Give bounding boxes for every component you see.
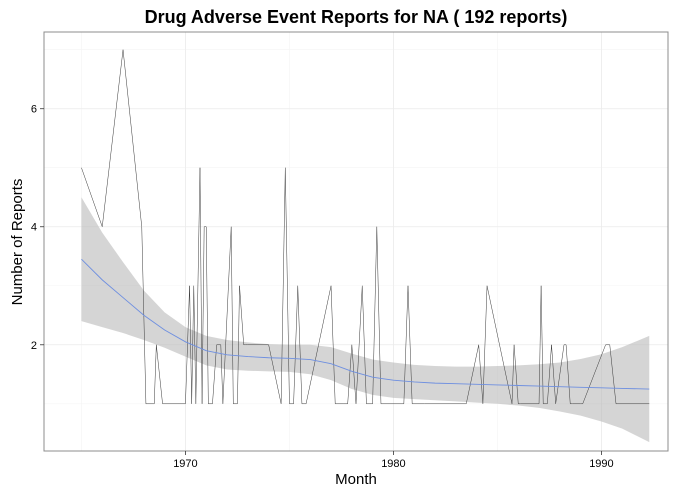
y-axis: 2 4 6 — [31, 104, 44, 352]
x-tick-label: 1970 — [173, 458, 197, 470]
y-tick-label: 4 — [31, 222, 37, 234]
y-axis-title: Number of Reports — [9, 179, 26, 306]
series-line — [81, 49, 650, 405]
x-axis: 1970 1980 1990 — [173, 451, 614, 470]
smooth-layer — [81, 258, 650, 390]
x-tick-label: 1990 — [589, 458, 613, 470]
series-layer — [81, 49, 650, 405]
x-axis-title: Month — [335, 471, 377, 488]
x-tick-label: 1980 — [381, 458, 405, 470]
y-tick-label: 2 — [31, 340, 37, 352]
panel-border — [43, 31, 669, 452]
chart-title: Drug Adverse Event Reports for NA ( 192 … — [145, 7, 568, 27]
confidence-band — [81, 197, 650, 443]
y-tick-label: 6 — [31, 104, 37, 116]
smooth-line — [81, 258, 650, 390]
confidence-band-layer — [81, 197, 650, 443]
